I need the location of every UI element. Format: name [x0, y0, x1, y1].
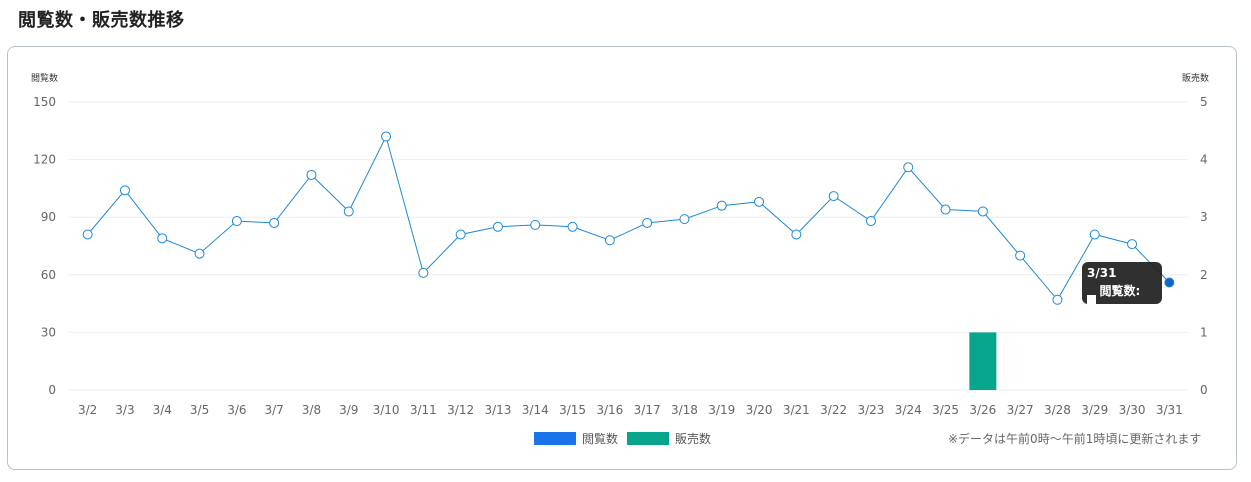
views-point[interactable] [903, 162, 914, 173]
views-point[interactable] [716, 200, 727, 211]
views-point[interactable] [381, 131, 392, 142]
views-point[interactable] [828, 191, 839, 202]
views-point[interactable] [1127, 239, 1138, 250]
x-tick-label: 3/14 [522, 403, 549, 417]
x-tick-label: 3/28 [1044, 403, 1071, 417]
x-tick-label: 3/20 [746, 403, 773, 417]
views-point[interactable] [791, 229, 802, 240]
x-tick-label: 3/12 [447, 403, 474, 417]
x-tick-label: 3/27 [1007, 403, 1034, 417]
views-point[interactable] [1015, 250, 1026, 261]
x-tick-label: 3/24 [895, 403, 922, 417]
x-tick-label: 3/17 [634, 403, 661, 417]
views-point[interactable] [679, 214, 690, 225]
views-point[interactable] [418, 267, 429, 278]
legend-swatch-sales [627, 432, 669, 445]
views-point[interactable] [1052, 294, 1063, 305]
x-tick-label: 3/2 [78, 403, 97, 417]
x-tick-label: 3/7 [264, 403, 283, 417]
views-point[interactable] [269, 217, 280, 228]
tooltip-label: 閲覧数: 56 [1099, 284, 1141, 316]
views-point[interactable] [940, 204, 951, 215]
right-y-tick-label: 0 [1200, 383, 1208, 397]
views-point[interactable] [343, 206, 354, 217]
views-point[interactable] [231, 216, 242, 227]
grid-lines [69, 101, 1188, 391]
right-y-tick-label: 2 [1200, 268, 1208, 282]
left-y-tick-label: 120 [33, 153, 56, 167]
x-tick-label: 3/11 [410, 403, 437, 417]
x-tick-label: 3/29 [1081, 403, 1108, 417]
x-tick-label: 3/6 [227, 403, 246, 417]
right-y-ticks: 0 1 2 3 4 5 [1200, 95, 1208, 397]
x-tick-label: 3/31 [1156, 403, 1183, 417]
views-point[interactable] [1164, 277, 1175, 288]
tooltip-title: 3/31 [1087, 266, 1117, 280]
left-axis-label: 閲覧数 [31, 72, 58, 84]
x-tick-label: 3/23 [857, 403, 884, 417]
x-tick-label: 3/21 [783, 403, 810, 417]
left-y-tick-label: 60 [41, 268, 56, 282]
views-point[interactable] [194, 248, 205, 259]
left-y-tick-label: 90 [41, 210, 56, 224]
tooltip-color-box [1087, 295, 1097, 305]
views-point[interactable] [754, 196, 765, 207]
chart-card [7, 46, 1237, 470]
legend-item-sales[interactable]: 販売数 [627, 430, 711, 447]
views-point[interactable] [306, 169, 317, 180]
sales-bar[interactable] [969, 332, 997, 390]
sales-bars [969, 332, 997, 390]
views-point[interactable] [82, 229, 93, 240]
x-tick-label: 3/8 [302, 403, 321, 417]
left-y-tick-label: 0 [48, 383, 56, 397]
views-point[interactable] [977, 206, 988, 217]
right-y-tick-label: 1 [1200, 325, 1208, 339]
x-tick-label: 3/26 [969, 403, 996, 417]
legend-label-views: 閲覧数 [582, 432, 619, 446]
x-tick-label: 3/4 [153, 403, 172, 417]
views-point[interactable] [492, 221, 503, 232]
x-tick-label: 3/9 [339, 403, 358, 417]
views-point[interactable] [642, 217, 653, 228]
legend-label-sales: 販売数 [675, 432, 712, 446]
legend-swatch-views [534, 432, 576, 445]
x-tick-label: 3/30 [1119, 403, 1146, 417]
views-series-line [87, 135, 1170, 301]
right-y-tick-label: 4 [1200, 153, 1208, 167]
views-points [82, 131, 1175, 305]
x-tick-label: 3/18 [671, 403, 698, 417]
views-point[interactable] [567, 221, 578, 232]
right-y-tick-label: 5 [1200, 95, 1208, 109]
x-tick-label: 3/16 [596, 403, 623, 417]
x-tick-label: 3/25 [932, 403, 959, 417]
x-tick-label: 3/22 [820, 403, 847, 417]
right-axis-label: 販売数 [1182, 72, 1209, 84]
left-y-tick-label: 150 [33, 95, 56, 109]
x-tick-label: 3/13 [484, 403, 511, 417]
views-point[interactable] [119, 185, 130, 196]
x-tick-label: 3/3 [115, 403, 134, 417]
x-tick-label: 3/5 [190, 403, 209, 417]
views-point[interactable] [157, 233, 168, 244]
x-tick-labels: 3/2 3/3 3/4 3/5 3/6 3/7 3/8 3/9 3/10 3/11 3/12 3/13… [78, 403, 1183, 417]
views-point[interactable] [865, 216, 876, 227]
views-point[interactable] [455, 229, 466, 240]
right-y-tick-label: 3 [1200, 210, 1208, 224]
left-y-ticks: 0 30 60 90 120 150 [33, 95, 56, 397]
left-y-tick-label: 30 [41, 325, 56, 339]
x-tick-label: 3/19 [708, 403, 735, 417]
page-title: 閲覧数・販売数推移 [18, 10, 185, 31]
views-point[interactable] [604, 235, 615, 246]
update-note: ※データは午前0時～午前1時頃に更新されます [948, 432, 1202, 446]
x-tick-label: 3/10 [373, 403, 400, 417]
x-tick-label: 3/15 [559, 403, 586, 417]
legend-item-views[interactable]: 閲覧数 [534, 430, 618, 447]
views-line [87, 135, 1170, 301]
views-point[interactable] [1089, 229, 1100, 240]
tooltip: 3/31 閲覧数: 56 [1082, 262, 1162, 316]
views-point[interactable] [530, 219, 541, 230]
